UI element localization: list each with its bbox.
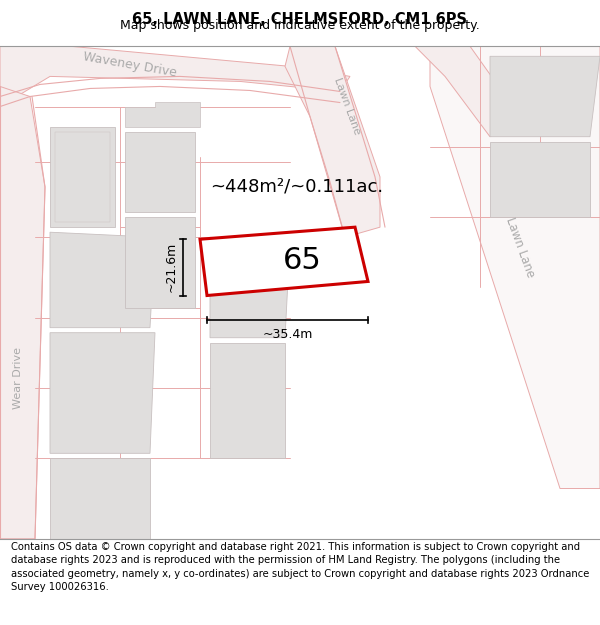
Polygon shape <box>0 46 350 106</box>
Polygon shape <box>285 46 380 238</box>
Text: ~35.4m: ~35.4m <box>262 328 313 341</box>
Polygon shape <box>490 142 590 217</box>
Polygon shape <box>50 332 155 453</box>
Text: 65, LAWN LANE, CHELMSFORD, CM1 6PS: 65, LAWN LANE, CHELMSFORD, CM1 6PS <box>133 11 467 26</box>
Text: Lawn Lane: Lawn Lane <box>332 77 362 136</box>
Polygon shape <box>125 101 200 127</box>
Polygon shape <box>210 342 285 458</box>
Polygon shape <box>50 127 115 227</box>
Polygon shape <box>125 132 195 212</box>
Text: Waveney Drive: Waveney Drive <box>82 50 178 79</box>
Text: Map shows position and indicative extent of the property.: Map shows position and indicative extent… <box>120 19 480 32</box>
Text: ~448m²/~0.111ac.: ~448m²/~0.111ac. <box>210 178 383 196</box>
Polygon shape <box>490 56 600 137</box>
Polygon shape <box>50 232 155 328</box>
Polygon shape <box>125 217 195 308</box>
Polygon shape <box>50 458 150 539</box>
Polygon shape <box>210 238 290 338</box>
Text: 65: 65 <box>283 246 322 276</box>
Text: ~21.6m: ~21.6m <box>165 242 178 292</box>
Text: Lawn Lane: Lawn Lane <box>503 216 537 279</box>
Polygon shape <box>55 132 110 222</box>
Polygon shape <box>0 86 45 539</box>
Polygon shape <box>200 227 368 296</box>
Polygon shape <box>430 46 600 489</box>
Text: Wear Drive: Wear Drive <box>13 347 23 409</box>
Polygon shape <box>415 46 520 137</box>
Text: Contains OS data © Crown copyright and database right 2021. This information is : Contains OS data © Crown copyright and d… <box>11 542 589 592</box>
